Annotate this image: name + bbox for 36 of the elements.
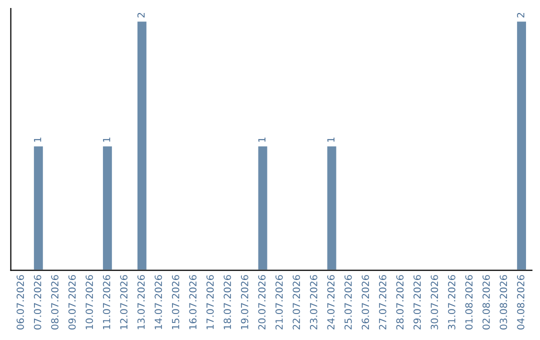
x-tick-label: 21.07.2026 [275, 275, 283, 330]
x-tick-label: 16.07.2026 [189, 275, 197, 330]
x-tick-label: 31.07.2026 [448, 275, 456, 330]
x-tick-label: 20.07.2026 [258, 275, 266, 330]
x-tick-label: 15.07.2026 [172, 275, 180, 330]
x-tick-label: 26.07.2026 [362, 275, 370, 330]
data-label: 2 [137, 12, 145, 18]
data-label: 1 [103, 138, 110, 142]
x-tick-label: 03.08.2026 [500, 275, 508, 330]
x-tick-label: 30.07.2026 [430, 275, 438, 330]
x-tick-label: 24.07.2026 [327, 275, 335, 330]
x-tick-label: 04.08.2026 [517, 275, 524, 330]
x-tick-label: 25.07.2026 [344, 275, 352, 330]
x-tick-label: 28.07.2026 [396, 275, 404, 330]
x-tick-label: 18.07.2026 [224, 275, 232, 330]
x-tick-label: 13.07.2026 [137, 275, 145, 330]
x-tick-label: 09.07.2026 [68, 275, 76, 330]
x-tick-label: 22.07.2026 [292, 275, 300, 330]
data-label: 2 [517, 12, 524, 18]
x-tick-label: 02.08.2026 [482, 275, 490, 330]
x-tick-label: 12.07.2026 [120, 275, 128, 330]
x-tick-label: 10.07.2026 [86, 275, 93, 330]
x-tick-label: 17.07.2026 [206, 275, 214, 330]
x-tick-label: 07.07.2026 [34, 275, 42, 330]
x-tick-label: 23.07.2026 [310, 275, 318, 330]
x-tick-label: 06.07.2026 [16, 275, 24, 330]
x-tick-label: 11.07.2026 [102, 275, 110, 330]
data-label: 1 [327, 138, 334, 142]
x-tick-label: 01.08.2026 [465, 275, 473, 330]
x-tick-label: 19.07.2026 [240, 275, 248, 330]
x-tick-label: 08.07.2026 [51, 275, 58, 330]
data-label: 1 [258, 138, 266, 142]
x-tick-label: 14.07.2026 [154, 275, 162, 330]
x-tick-label: 29.07.2026 [413, 275, 421, 330]
data-label: 1 [34, 138, 42, 142]
x-tick-label: 27.07.2026 [378, 275, 386, 330]
